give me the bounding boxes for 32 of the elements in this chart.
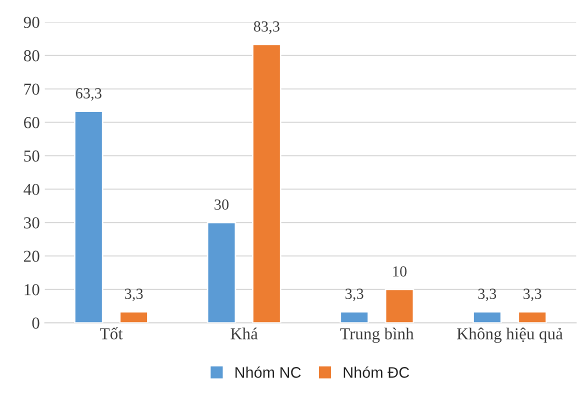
- y-tick-label: 30: [24, 217, 40, 228]
- data-label: 63,3: [76, 88, 102, 101]
- legend-label: Nhóm ĐC: [344, 366, 410, 378]
- bar: [74, 110, 104, 323]
- y-tick-label: 50: [24, 150, 40, 162]
- bar: [252, 44, 282, 323]
- data-label: 10: [393, 266, 407, 277]
- y-tick-label: 40: [24, 184, 40, 196]
- bar: [119, 311, 148, 323]
- bar: [472, 311, 502, 323]
- data-label: 3,3: [346, 288, 364, 302]
- bar: [384, 288, 414, 323]
- x-tick-label: Trung bình: [340, 328, 414, 343]
- bar: [340, 311, 369, 323]
- x-tick-label: Khá: [230, 328, 258, 340]
- data-label: 83,3: [254, 21, 280, 34]
- bar: [206, 222, 236, 323]
- data-label: 3,3: [524, 288, 542, 302]
- legend-label: Nhóm NC: [236, 366, 301, 378]
- y-tick-label: 0: [32, 318, 40, 329]
- data-label: 3,3: [125, 288, 143, 302]
- y-tick-label: 90: [24, 16, 40, 28]
- y-tick-label: 70: [24, 84, 40, 95]
- bar: [518, 311, 547, 323]
- data-label: 3,3: [478, 288, 496, 302]
- x-tick-label: Không hiệu quả: [457, 328, 563, 343]
- y-tick-label: 80: [24, 50, 40, 62]
- y-tick-label: 10: [24, 284, 40, 296]
- y-tick-label: 20: [24, 250, 40, 262]
- x-tick-label: Tốt: [100, 327, 123, 340]
- y-tick-label: 60: [24, 117, 40, 128]
- data-label: 30: [214, 199, 229, 210]
